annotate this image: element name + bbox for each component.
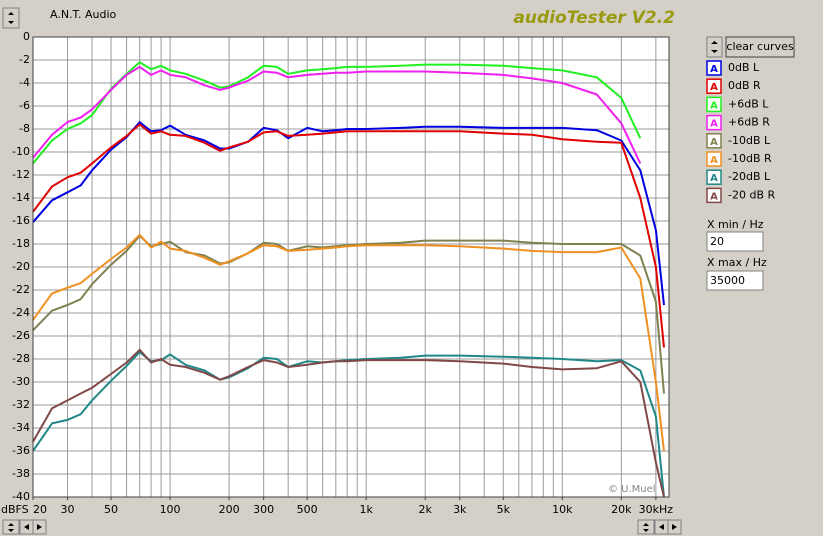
- scroll-arrows: [643, 523, 677, 532]
- x-max-input[interactable]: [706, 270, 764, 291]
- spinner[interactable]: [706, 36, 723, 58]
- x-tick-label: 200: [219, 503, 240, 516]
- curve: [32, 348, 665, 498]
- x-tick-label: 10k: [552, 503, 573, 516]
- y-tick-label: -20: [12, 260, 30, 273]
- x-min-input[interactable]: [706, 231, 764, 252]
- x-tick-label: 50: [104, 503, 118, 516]
- legend-icon-letter: A: [710, 155, 718, 166]
- y-tick-label: -40: [12, 490, 30, 503]
- plot-border: [32, 36, 670, 498]
- scroll-arrows: [8, 523, 42, 532]
- x-tick-label: 30: [61, 503, 75, 516]
- curve: [32, 65, 642, 164]
- y-tick-label: -2: [19, 53, 30, 66]
- y-tick-label: -32: [12, 398, 30, 411]
- legend-icon-letter: A: [710, 82, 718, 93]
- y-tick-label: -16: [12, 214, 30, 227]
- clear-button-label: clear curves: [726, 40, 793, 53]
- spinner-arrows: [711, 41, 718, 53]
- x-tick-label: 500: [297, 503, 318, 516]
- x-tick-label: 300: [253, 503, 274, 516]
- y-tick-label: 0: [23, 30, 30, 43]
- legend-label: 0dB R: [728, 79, 761, 92]
- y-tick-label: -14: [12, 191, 30, 204]
- y-tick-label: -26: [12, 329, 30, 342]
- x-tick-label: 5k: [497, 503, 511, 516]
- legend-icon-letter: A: [710, 191, 718, 202]
- x-tick-label: 30kHz: [639, 503, 674, 516]
- x-tick-label: 2k: [419, 503, 433, 516]
- y-tick-label: -24: [12, 306, 30, 319]
- x-max-value[interactable]: 35000: [710, 274, 745, 287]
- curve: [32, 234, 665, 394]
- curve: [32, 121, 665, 306]
- legend-label: +6dB R: [728, 116, 770, 129]
- legend-icon-letter: A: [710, 100, 718, 111]
- spinner[interactable]: [2, 7, 20, 29]
- product-title: audioTester V2.2: [513, 8, 675, 28]
- legend-icon: [706, 133, 722, 149]
- spinner[interactable]: [2, 519, 20, 535]
- spinner[interactable]: [637, 519, 655, 535]
- y-tick-label: -34: [12, 421, 30, 434]
- x-tick-label: 20: [33, 503, 47, 516]
- y-tick-label: -38: [12, 467, 30, 480]
- y-tick-label: -12: [12, 168, 30, 181]
- legend-icon-letter: A: [710, 64, 718, 75]
- legend-icon: [706, 78, 722, 94]
- y-tick-label: -4: [19, 76, 30, 89]
- x-tick-label: 20k: [611, 503, 632, 516]
- legend-label: -20 dB R: [728, 188, 775, 201]
- scrollbar: [0, 519, 823, 536]
- legend-icon: [706, 60, 722, 76]
- legend-icon-letter: A: [710, 173, 718, 184]
- legend-label: -20dB L: [728, 170, 771, 183]
- spinner-arrows: [8, 12, 14, 24]
- legend-icon: [706, 169, 722, 185]
- x-min-label: X min / Hz: [707, 218, 764, 231]
- y-tick-label: -8: [19, 122, 30, 135]
- legend-icon: [706, 151, 722, 167]
- app-name: A.N.T. Audio: [50, 8, 116, 21]
- legend-label: +6dB L: [728, 97, 769, 110]
- y-tick-label: -30: [12, 375, 30, 388]
- legend-icon: [706, 187, 722, 204]
- y-tick-label: -36: [12, 444, 30, 457]
- x-tick-label: 1k: [360, 503, 374, 516]
- x-tick-label: 3k: [453, 503, 467, 516]
- x-tick-label: 100: [160, 503, 181, 516]
- curve: [32, 233, 665, 452]
- x-axis-label: dBFS: [1, 503, 29, 516]
- legend-label: 0dB L: [728, 61, 760, 74]
- legend-icon: [706, 114, 722, 131]
- y-tick-label: -6: [19, 99, 30, 112]
- curve: [32, 351, 665, 498]
- x-max-label: X max / Hz: [707, 256, 767, 269]
- y-tick-label: -10: [12, 145, 30, 158]
- x-min-value[interactable]: 20: [710, 235, 724, 248]
- copyright: © U.Muel: [608, 484, 656, 495]
- legend-label: -10dB R: [728, 152, 772, 165]
- legend-icon-letter: A: [710, 119, 718, 130]
- legend-icon-letter: A: [710, 137, 718, 148]
- y-tick-label: -22: [12, 283, 30, 296]
- legend-label: -10dB L: [728, 134, 771, 147]
- legend-icon: [706, 96, 722, 113]
- y-tick-label: -28: [12, 352, 30, 365]
- curve: [32, 123, 665, 348]
- y-tick-label: -18: [12, 237, 30, 250]
- clear-button[interactable]: [725, 36, 795, 58]
